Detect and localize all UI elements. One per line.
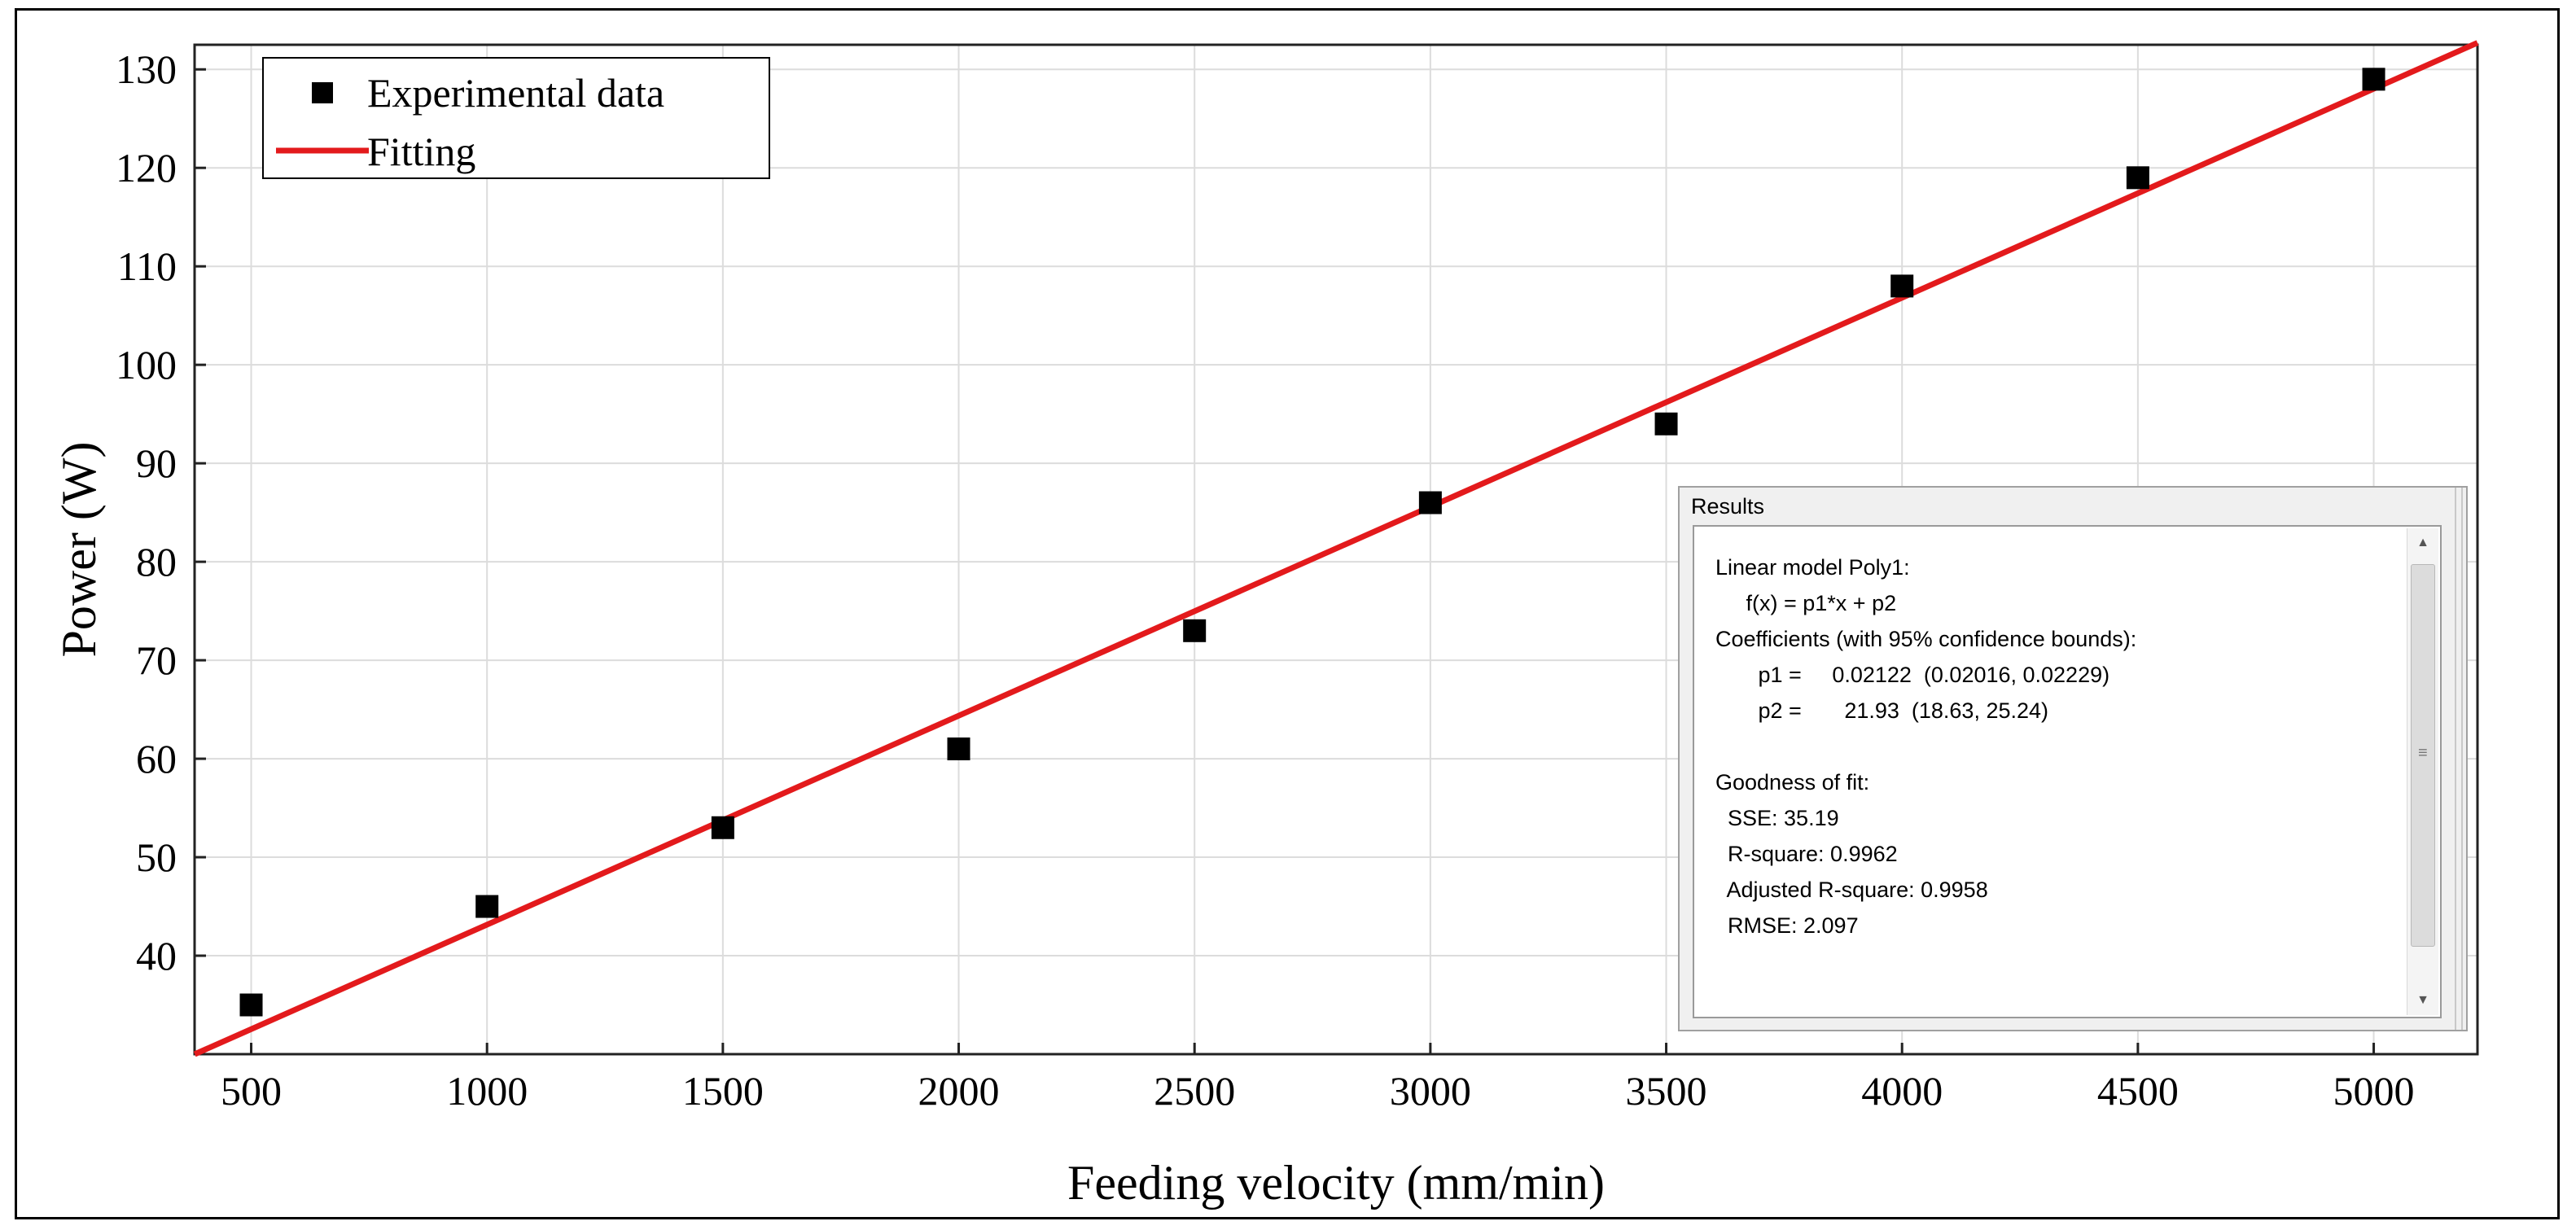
data-point xyxy=(2126,166,2149,190)
data-point xyxy=(1654,412,1678,436)
data-point xyxy=(1418,491,1442,514)
x-tick-label: 500 xyxy=(221,1068,282,1114)
scroll-up-icon[interactable]: ▲ xyxy=(2416,536,2429,549)
results-line: f(x) = p1*x + p2 xyxy=(1715,591,1897,615)
data-layer xyxy=(193,40,2479,1057)
results-title: Results xyxy=(1691,494,1765,519)
x-tick-label: 3000 xyxy=(1390,1068,1471,1114)
data-point xyxy=(1890,274,1914,298)
scroll-grip-icon: ≡ xyxy=(2418,744,2428,762)
legend-box xyxy=(262,57,770,179)
results-line: Adjusted R-square: 0.9958 xyxy=(1715,878,1988,902)
figure-frame: 500 1000 1500 2000 2500 3000 3500 4000 4500 5000 4… xyxy=(15,8,2560,1219)
y-tick-label: 100 xyxy=(116,342,177,387)
data-point xyxy=(711,816,734,839)
results-line: Goodness of fit: xyxy=(1715,770,1870,794)
y-axis-label: Power (W) xyxy=(52,442,106,658)
results-line: R-square: 0.9962 xyxy=(1715,842,1898,866)
data-point xyxy=(475,895,499,918)
axes xyxy=(193,43,2479,1056)
chart: 500 1000 1500 2000 2500 3000 3500 4000 4500 5000 4… xyxy=(52,40,2479,1210)
x-axis-label: Feeding velocity (mm/min) xyxy=(1067,1156,1605,1210)
legend-marker-experimental-data xyxy=(312,82,333,103)
results-text: Linear model Poly1: f(x) = p1*x + p2 Coef… xyxy=(1715,549,2136,943)
y-tick-label: 60 xyxy=(136,736,177,781)
scrollbar-thumb[interactable]: ≡ xyxy=(2411,564,2435,947)
fit-line xyxy=(193,40,2479,1057)
x-tick-label: 2500 xyxy=(1154,1068,1235,1114)
results-line xyxy=(1715,729,2136,764)
results-panel: Results Linear model Poly1: f(x) = p1*x … xyxy=(1678,486,2468,1031)
x-tick-label: 5000 xyxy=(2333,1068,2415,1114)
results-line: SSE: 35.19 xyxy=(1715,806,1839,830)
tick-labels: 500 1000 1500 2000 2500 3000 3500 4000 4500 5000 4… xyxy=(116,46,2415,1114)
y-tick-label: 110 xyxy=(117,243,177,289)
legend: Experimental data Fitting xyxy=(262,57,770,179)
legend-label-fitting: Fitting xyxy=(367,129,475,174)
legend-label-experimental-data: Experimental data xyxy=(367,70,664,116)
x-tick-label: 3500 xyxy=(1626,1068,1707,1114)
x-tick-label: 4500 xyxy=(2097,1068,2179,1114)
results-line: p2 = 21.93 (18.63, 25.24) xyxy=(1715,698,2049,723)
y-tick-label: 120 xyxy=(116,145,177,190)
data-point xyxy=(947,737,970,760)
x-tick-label: 1500 xyxy=(682,1068,764,1114)
y-tick-label: 50 xyxy=(136,834,177,880)
y-tick-label: 40 xyxy=(136,933,177,978)
results-text-box[interactable]: Linear model Poly1: f(x) = p1*x + p2 Coef… xyxy=(1693,525,2442,1018)
y-tick-label: 80 xyxy=(136,539,177,584)
y-tick-label: 70 xyxy=(136,637,177,683)
data-point xyxy=(2362,68,2385,91)
y-tick-label: 130 xyxy=(116,46,177,92)
results-line: RMSE: 2.097 xyxy=(1715,913,1859,938)
scroll-down-icon[interactable]: ▼ xyxy=(2416,993,2429,1007)
results-line: p1 = 0.02122 (0.02016, 0.02229) xyxy=(1715,663,2110,687)
y-tick-label: 90 xyxy=(136,440,177,486)
x-tick-label: 4000 xyxy=(1861,1068,1943,1114)
results-line: Coefficients (with 95% confidence bounds… xyxy=(1715,627,2137,651)
data-point xyxy=(1183,619,1207,642)
plot-area-border xyxy=(193,43,2479,1056)
x-tick-label: 1000 xyxy=(446,1068,528,1114)
data-point xyxy=(239,993,263,1017)
panel-splitter[interactable] xyxy=(2455,488,2463,1030)
x-tick-label: 2000 xyxy=(918,1068,1000,1114)
results-line: Linear model Poly1: xyxy=(1715,555,1910,580)
results-scrollbar[interactable]: ▲ ≡ ▼ xyxy=(2407,528,2438,1015)
